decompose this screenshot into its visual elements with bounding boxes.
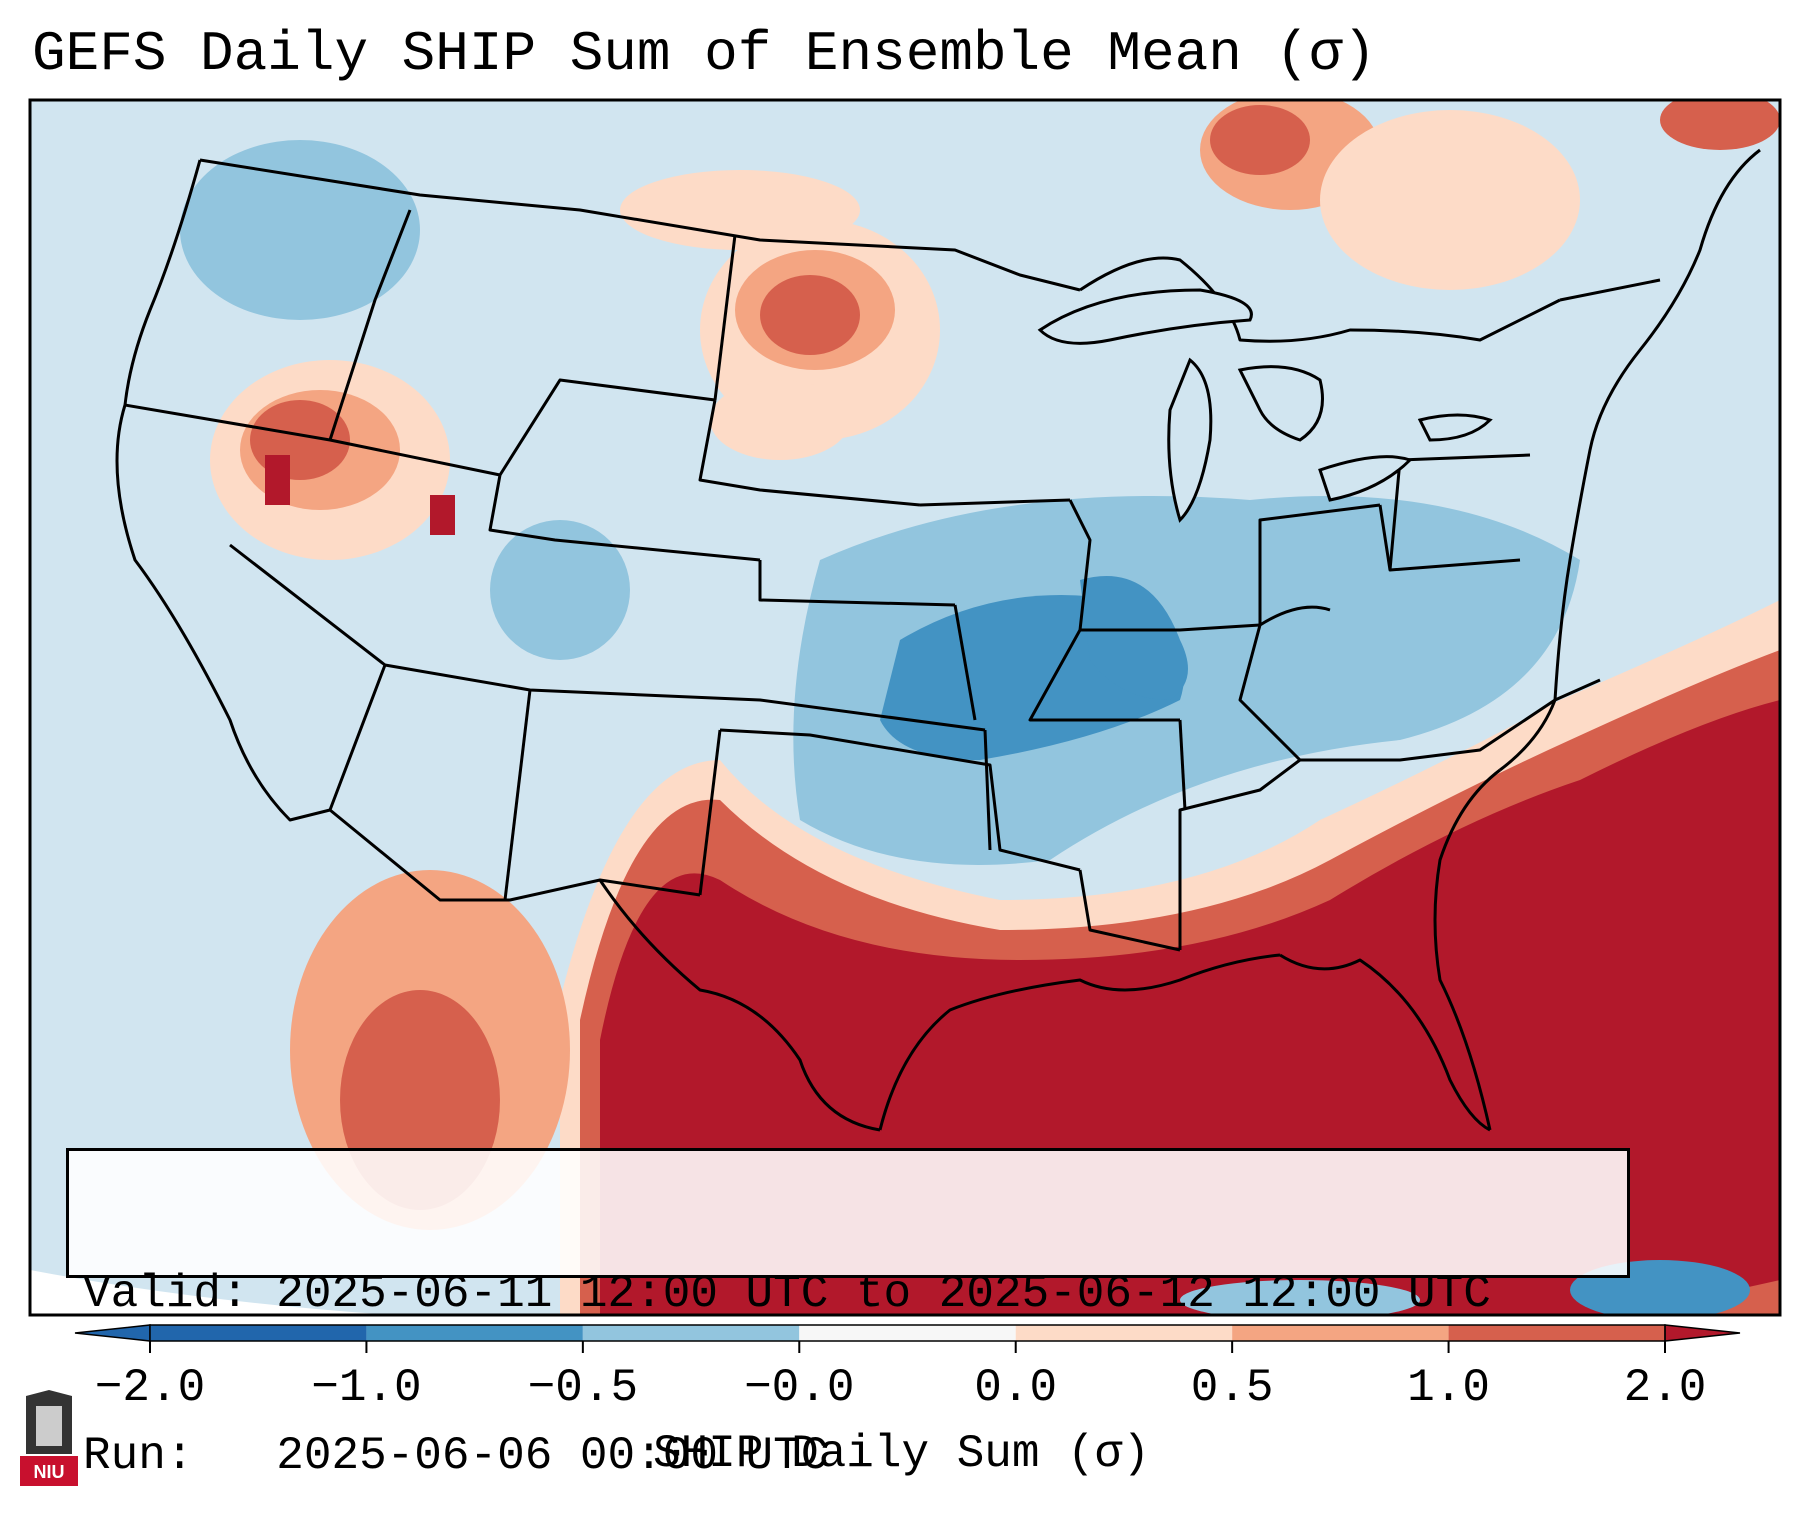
anomaly-north-plains [620, 170, 940, 460]
colorbar-extend-low [74, 1324, 151, 1342]
colorbar-tick-label: 0.5 [1190, 1362, 1274, 1414]
colorbar-segment [366, 1325, 583, 1341]
colorbar-tick-label: 1.0 [1407, 1362, 1490, 1414]
anomaly-great-basin [210, 360, 455, 560]
valid-run-info-box: Valid: 2025-06-11 12:00 UTC to 2025-06-1… [66, 1148, 1630, 1482]
colorbar-segment [1232, 1325, 1449, 1341]
colorbar [74, 1324, 1741, 1353]
valid-label: Valid: [83, 1268, 249, 1320]
map-panel [28, 98, 1782, 1317]
projection-edge [30, 1270, 393, 1315]
chart-title: GEFS Daily SHIP Sum of Ensemble Mean (σ) [32, 22, 1377, 86]
niu-logo: NIU [20, 1390, 78, 1486]
run-label: Run: [83, 1430, 194, 1482]
border-lines [115, 148, 1761, 1132]
valid-line: Valid: 2025-06-11 12:00 UTC to 2025-06-1… [83, 1267, 1613, 1321]
colorbar-tick-label: −0.0 [744, 1362, 855, 1414]
colorbar-label: SHIP Daily Sum (σ) [653, 1428, 1150, 1480]
colorbar-tick-label: 2.0 [1623, 1362, 1707, 1414]
map-frame [28, 98, 1782, 1317]
colorbar-segment [582, 1325, 800, 1341]
logo-text: NIU [34, 1462, 65, 1482]
colorbar-extend-high [1664, 1324, 1741, 1342]
great-lakes [1037, 288, 1493, 523]
colorbar-tick-label: −1.0 [311, 1362, 422, 1414]
colorbar-segment [1015, 1325, 1233, 1341]
colorbar-outline [149, 1324, 1666, 1342]
colorbar-tick-label: 0.0 [974, 1362, 1058, 1414]
run-line: Run: 2025-06-06 00:00 UTC [83, 1429, 1613, 1483]
colorbar-tick-label: −2.0 [94, 1362, 206, 1414]
anomaly-canada-east [1200, 100, 1780, 290]
colorbar-segment [1448, 1325, 1665, 1341]
colorbar-segment [150, 1325, 367, 1341]
colorbar-tick-label: −0.5 [527, 1362, 639, 1414]
colorbar-segment [799, 1325, 1016, 1341]
valid-value: 2025-06-11 12:00 UTC to 2025-06-12 12:00… [276, 1268, 1491, 1320]
run-value: 2025-06-06 00:00 UTC [276, 1430, 829, 1482]
